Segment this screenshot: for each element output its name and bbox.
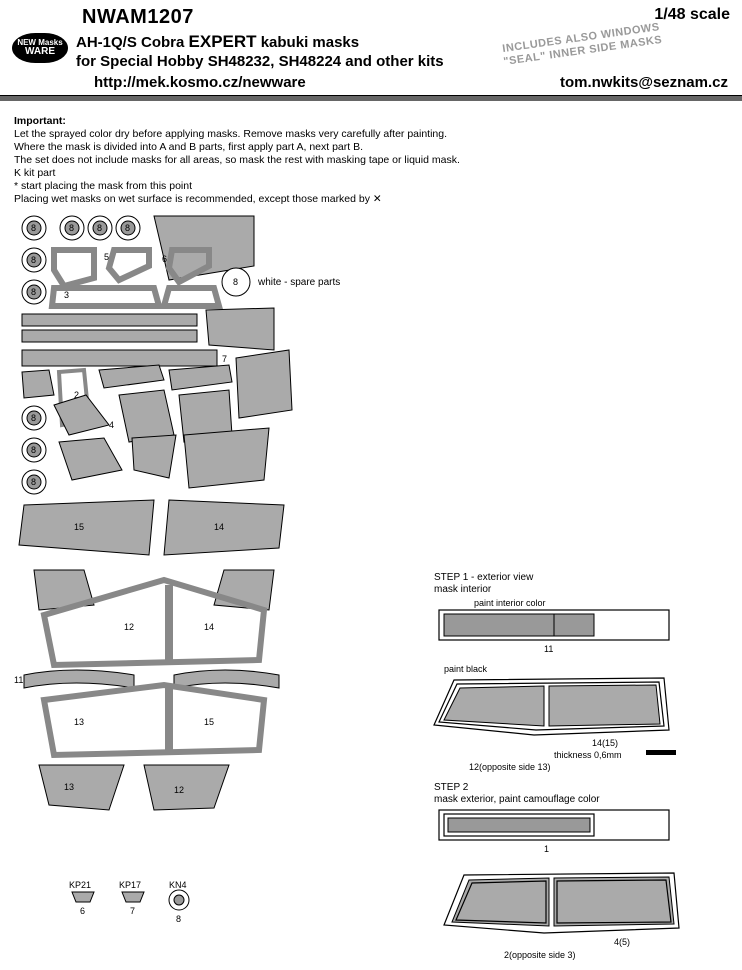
svg-text:STEP 1 - exterior view: STEP 1 - exterior view bbox=[434, 572, 534, 583]
mask-shape bbox=[184, 428, 269, 488]
svg-text:14: 14 bbox=[204, 622, 214, 632]
mask-shape bbox=[119, 390, 174, 442]
svg-text:8: 8 bbox=[176, 914, 181, 924]
contact-email: tom.nwkits@seznam.cz bbox=[560, 74, 728, 91]
step-2-block: STEP 2 mask exterior, paint camouflage c… bbox=[434, 782, 679, 960]
sku: NWAM1207 bbox=[12, 6, 194, 29]
instruction-line: * start placing the mask from this point bbox=[14, 180, 728, 193]
svg-text:15: 15 bbox=[74, 522, 84, 532]
scale: 1/48 scale bbox=[654, 6, 730, 24]
svg-text:12: 12 bbox=[174, 785, 184, 795]
svg-text:3: 3 bbox=[64, 290, 69, 300]
contact-row: http://mek.kosmo.cz/newware tom.nwkits@s… bbox=[12, 74, 730, 95]
svg-text:KN4: KN4 bbox=[169, 880, 187, 890]
svg-text:11: 11 bbox=[544, 644, 553, 654]
instruction-line: Where the mask is divided into A and B p… bbox=[14, 141, 728, 154]
logo-text-bottom: WARE bbox=[25, 47, 55, 57]
mask-curve bbox=[24, 670, 134, 688]
svg-text:KP21: KP21 bbox=[69, 880, 91, 890]
mask-frame bbox=[109, 250, 149, 280]
instruction-line: K kit part bbox=[14, 167, 728, 180]
svg-text:STEP 2: STEP 2 bbox=[434, 782, 469, 793]
mask-shape bbox=[206, 308, 274, 350]
mask-frame bbox=[54, 250, 94, 286]
title-line-2: for Special Hobby SH48232, SH48224 and o… bbox=[76, 53, 444, 72]
small-parts-row: KP21 6 KP17 7 KN4 8 bbox=[69, 880, 189, 924]
header: NWAM1207 1/48 scale NEW Masks WARE AH-1Q… bbox=[0, 0, 742, 95]
website-url: http://mek.kosmo.cz/newware bbox=[94, 74, 306, 91]
svg-text:13: 13 bbox=[64, 782, 74, 792]
mask-bar bbox=[22, 314, 197, 326]
title-pre: AH-1Q/S Cobra bbox=[76, 34, 189, 51]
mask-shape bbox=[59, 438, 122, 480]
svg-text:11: 11 bbox=[14, 675, 23, 685]
mask-shape bbox=[236, 350, 292, 418]
title-post: kabuki masks bbox=[257, 34, 360, 51]
mask-shape bbox=[132, 435, 176, 478]
diagram-area: 8 8 8 8 8 5 6 8 white - spare parts 8 3 … bbox=[0, 210, 742, 970]
svg-text:8: 8 bbox=[125, 223, 130, 233]
mask-shape bbox=[39, 765, 124, 810]
svg-text:mask interior: mask interior bbox=[434, 584, 492, 595]
svg-text:8: 8 bbox=[31, 445, 36, 455]
svg-text:6: 6 bbox=[80, 906, 85, 916]
svg-text:8: 8 bbox=[31, 255, 36, 265]
important-label: Important: bbox=[14, 115, 728, 128]
instruction-line: The set does not include masks for all a… bbox=[14, 154, 728, 167]
svg-text:8: 8 bbox=[233, 277, 238, 287]
svg-text:thickness 0,6mm: thickness 0,6mm bbox=[554, 750, 622, 760]
svg-text:2(opposite side 3): 2(opposite side 3) bbox=[504, 950, 576, 960]
svg-text:paint interior color: paint interior color bbox=[474, 598, 546, 608]
title-line-1: AH-1Q/S Cobra EXPERT kabuki masks bbox=[76, 31, 444, 53]
step-1-block: STEP 1 - exterior view mask interior pai… bbox=[434, 572, 676, 772]
mask-shape bbox=[22, 370, 54, 398]
svg-text:8: 8 bbox=[31, 413, 36, 423]
svg-text:12: 12 bbox=[124, 622, 134, 632]
mask-shape bbox=[169, 365, 232, 390]
svg-text:14: 14 bbox=[214, 522, 224, 532]
svg-text:KP17: KP17 bbox=[119, 880, 141, 890]
title-block: AH-1Q/S Cobra EXPERT kabuki masks for Sp… bbox=[76, 31, 444, 72]
svg-text:8: 8 bbox=[31, 287, 36, 297]
spare-label: white - spare parts bbox=[257, 277, 340, 288]
svg-text:8: 8 bbox=[31, 223, 36, 233]
instruction-line: Placing wet masks on wet surface is reco… bbox=[14, 193, 728, 206]
svg-text:8: 8 bbox=[69, 223, 74, 233]
mask-shape bbox=[144, 765, 229, 810]
svg-text:13: 13 bbox=[74, 717, 84, 727]
brand-logo: NEW Masks WARE bbox=[12, 33, 68, 63]
svg-text:6: 6 bbox=[162, 254, 167, 264]
svg-text:4(5): 4(5) bbox=[614, 937, 630, 947]
mask-frame bbox=[164, 288, 219, 306]
svg-text:paint black: paint black bbox=[444, 664, 488, 674]
mask-shape bbox=[99, 365, 164, 388]
mask-bar bbox=[22, 350, 217, 366]
svg-text:mask exterior, paint camouflag: mask exterior, paint camouflage color bbox=[434, 794, 600, 805]
mask-bar bbox=[22, 330, 197, 342]
instructions-block: Important: Let the sprayed color dry bef… bbox=[0, 101, 742, 211]
instruction-line: Let the sprayed color dry before applyin… bbox=[14, 128, 728, 141]
mask-layout-svg: 8 8 8 8 8 5 6 8 white - spare parts 8 3 … bbox=[14, 210, 728, 970]
mask-curve bbox=[174, 670, 279, 688]
svg-text:4: 4 bbox=[109, 420, 114, 430]
svg-text:8: 8 bbox=[31, 477, 36, 487]
svg-text:12(opposite side 13): 12(opposite side 13) bbox=[469, 762, 551, 772]
svg-text:15: 15 bbox=[204, 717, 214, 727]
circle-row-top: 8 8 8 8 bbox=[22, 216, 140, 240]
mask-shape-15 bbox=[19, 500, 154, 555]
svg-text:8: 8 bbox=[97, 223, 102, 233]
svg-text:7: 7 bbox=[222, 354, 227, 364]
svg-text:7: 7 bbox=[130, 906, 135, 916]
svg-text:14(15): 14(15) bbox=[592, 738, 618, 748]
svg-text:1: 1 bbox=[544, 844, 549, 854]
title-expert: EXPERT bbox=[189, 32, 257, 51]
